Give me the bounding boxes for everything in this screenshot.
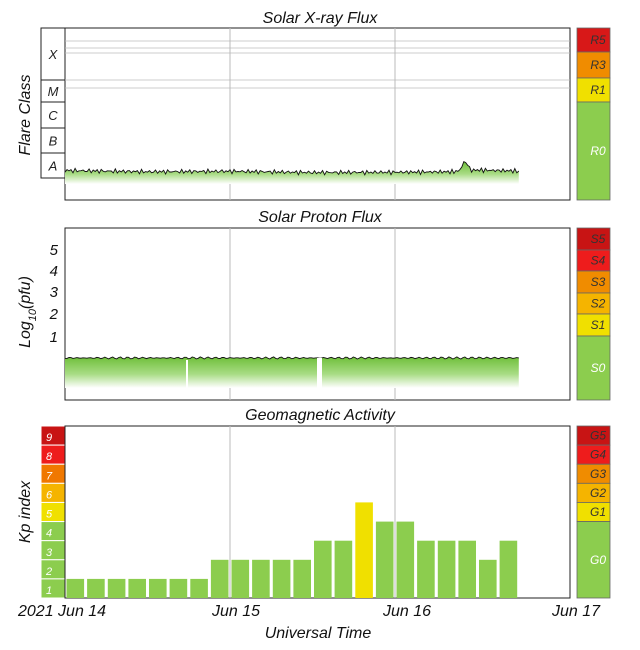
kp-bar bbox=[190, 578, 208, 598]
xray-flux-line bbox=[64, 160, 520, 176]
kp-level-label: 4 bbox=[46, 528, 52, 540]
kp-level-label: 8 bbox=[46, 451, 53, 463]
geo-scale-g0 bbox=[576, 521, 611, 599]
proton-ylabel-unit: (pfu) bbox=[17, 276, 34, 309]
kp-bar bbox=[169, 578, 188, 598]
proton-ylabel-subscript: 10 bbox=[27, 308, 39, 321]
xray-scale-r1 bbox=[576, 77, 611, 103]
kp-bar bbox=[272, 559, 291, 598]
kp-bar bbox=[128, 578, 146, 598]
flare-class-box bbox=[40, 27, 66, 81]
flare-class-label: A bbox=[48, 159, 58, 174]
xray-scale-r0 bbox=[576, 101, 611, 201]
geo-scale-label: G4 bbox=[590, 448, 606, 462]
xray-title: Solar X-ray Flux bbox=[263, 10, 379, 27]
xray-scale-label: R5 bbox=[590, 33, 606, 47]
kp-bar bbox=[458, 540, 476, 598]
geo-scale-label: G1 bbox=[590, 505, 606, 519]
kp-level-box bbox=[40, 578, 66, 599]
x-tick-label: Jun 15 bbox=[211, 603, 260, 620]
kp-level-label: 7 bbox=[46, 470, 53, 482]
proton-ytick: 2 bbox=[49, 306, 59, 323]
kp-level-label: 1 bbox=[46, 585, 52, 597]
kp-bar bbox=[314, 540, 332, 598]
kp-bar bbox=[87, 578, 105, 598]
proton-ytick: 5 bbox=[50, 242, 59, 259]
geo-scale-label: G0 bbox=[590, 553, 606, 567]
flare-class-label: M bbox=[48, 84, 59, 99]
x-tick-label: 2021 Jun 14 bbox=[17, 603, 106, 620]
kp-level-label: 9 bbox=[46, 432, 52, 444]
proton-scale-label: S3 bbox=[591, 275, 606, 289]
x-tick-label: Jun 16 bbox=[382, 603, 431, 620]
flare-class-label: X bbox=[48, 47, 59, 62]
flare-class-label: C bbox=[48, 108, 58, 123]
proton-scale-label: S0 bbox=[591, 361, 606, 375]
proton-flux-area bbox=[65, 356, 519, 388]
proton-scale-label: S1 bbox=[591, 318, 606, 332]
geo-ylabel: Kp index bbox=[17, 480, 34, 543]
proton-frame bbox=[64, 227, 571, 401]
xray-frame bbox=[64, 27, 571, 201]
geo-scale-label: G2 bbox=[590, 486, 606, 500]
kp-level-label: 2 bbox=[45, 566, 52, 578]
kp-bar bbox=[375, 521, 394, 598]
kp-bar bbox=[355, 502, 373, 598]
proton-data-gap bbox=[317, 358, 322, 390]
kp-level-box bbox=[40, 425, 66, 446]
kp-level-label: 6 bbox=[46, 489, 53, 501]
proton-ytick: 3 bbox=[50, 284, 59, 301]
x-axis-label: Universal Time bbox=[265, 625, 372, 642]
kp-level-box bbox=[40, 501, 66, 523]
proton-scale-label: S4 bbox=[591, 254, 606, 268]
proton-flux-line bbox=[65, 356, 519, 360]
xray-scale-label: R3 bbox=[590, 58, 606, 72]
kp-bar bbox=[231, 559, 250, 598]
flare-class-label: B bbox=[49, 134, 58, 149]
kp-bar bbox=[252, 559, 270, 598]
proton-title: Solar Proton Flux bbox=[258, 209, 383, 226]
kp-bar bbox=[210, 559, 229, 598]
xray-scale-r3 bbox=[576, 51, 611, 79]
kp-level-box bbox=[40, 444, 66, 465]
kp-level-label: 5 bbox=[46, 509, 53, 521]
kp-level-box bbox=[40, 521, 66, 542]
kp-bar bbox=[499, 540, 518, 598]
kp-bar bbox=[107, 578, 126, 598]
flare-class-box bbox=[40, 152, 66, 179]
geo-title: Geomagnetic Activity bbox=[245, 407, 396, 424]
proton-ytick: 1 bbox=[50, 329, 58, 346]
kp-level-box bbox=[40, 482, 66, 503]
proton-data-gap bbox=[186, 360, 188, 390]
kp-level-box bbox=[40, 559, 66, 580]
proton-ylabel: Log10(pfu) bbox=[17, 276, 39, 348]
kp-level-box bbox=[40, 540, 66, 561]
kp-bar bbox=[479, 559, 497, 598]
kp-level-label: 3 bbox=[46, 547, 53, 559]
kp-level-box bbox=[40, 463, 66, 484]
proton-ytick: 4 bbox=[50, 263, 58, 280]
kp-bar bbox=[396, 521, 415, 598]
proton-scale-label: S5 bbox=[591, 232, 606, 246]
kp-bar bbox=[417, 540, 435, 598]
kp-bar bbox=[334, 540, 353, 598]
flare-class-box bbox=[40, 127, 66, 154]
x-tick-label: Jun 17 bbox=[551, 603, 601, 620]
xray-scale-label: R1 bbox=[590, 83, 605, 97]
kp-bar bbox=[149, 578, 167, 598]
xray-ylabel: Flare Class bbox=[17, 75, 34, 156]
flare-class-box bbox=[40, 101, 66, 129]
proton-scale-s0 bbox=[576, 335, 611, 401]
kp-bar bbox=[66, 578, 85, 598]
proton-scale-label: S2 bbox=[591, 297, 606, 311]
geo-scale-label: G3 bbox=[590, 467, 606, 481]
geo-scale-label: G5 bbox=[590, 429, 606, 443]
kp-bar bbox=[437, 540, 456, 598]
kp-bar bbox=[293, 559, 311, 598]
xray-scale-label: R0 bbox=[590, 144, 606, 158]
